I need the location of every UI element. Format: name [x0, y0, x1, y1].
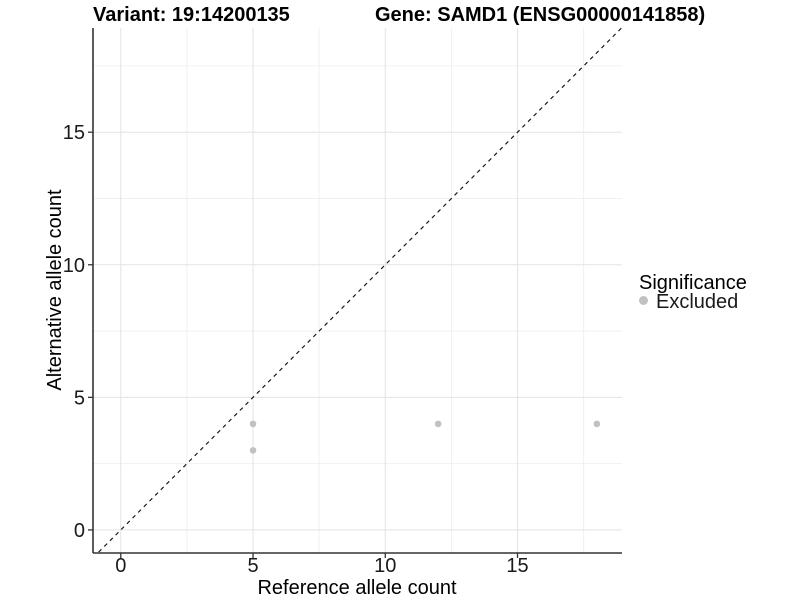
- y-axis-title: Alternative allele count: [44, 189, 66, 391]
- legend-item-excluded: Excluded: [656, 291, 739, 313]
- x-tick-label: 5: [247, 555, 258, 577]
- y-tick-label: 15: [63, 122, 85, 144]
- x-tick-label: 15: [506, 555, 528, 577]
- data-point: [249, 420, 257, 428]
- data-point: [593, 420, 601, 428]
- x-tick-label: 10: [374, 555, 396, 577]
- data-point: [434, 420, 442, 428]
- x-tick-label: 0: [115, 555, 126, 577]
- data-point: [249, 447, 257, 454]
- plot-title-gene: Gene: SAMD1 (ENSG00000141858): [375, 4, 706, 26]
- legend-title: Significance: [639, 272, 747, 294]
- y-tick-label: 10: [63, 255, 85, 277]
- y-tick-label: 5: [74, 387, 85, 409]
- x-axis-title: Reference allele count: [257, 577, 457, 599]
- y-tick-label: 0: [74, 520, 85, 542]
- plot-title-variant: Variant: 19:14200135: [93, 4, 290, 26]
- identity-dashed-line: [96, 28, 622, 553]
- legend-key-dot-icon: [639, 296, 648, 305]
